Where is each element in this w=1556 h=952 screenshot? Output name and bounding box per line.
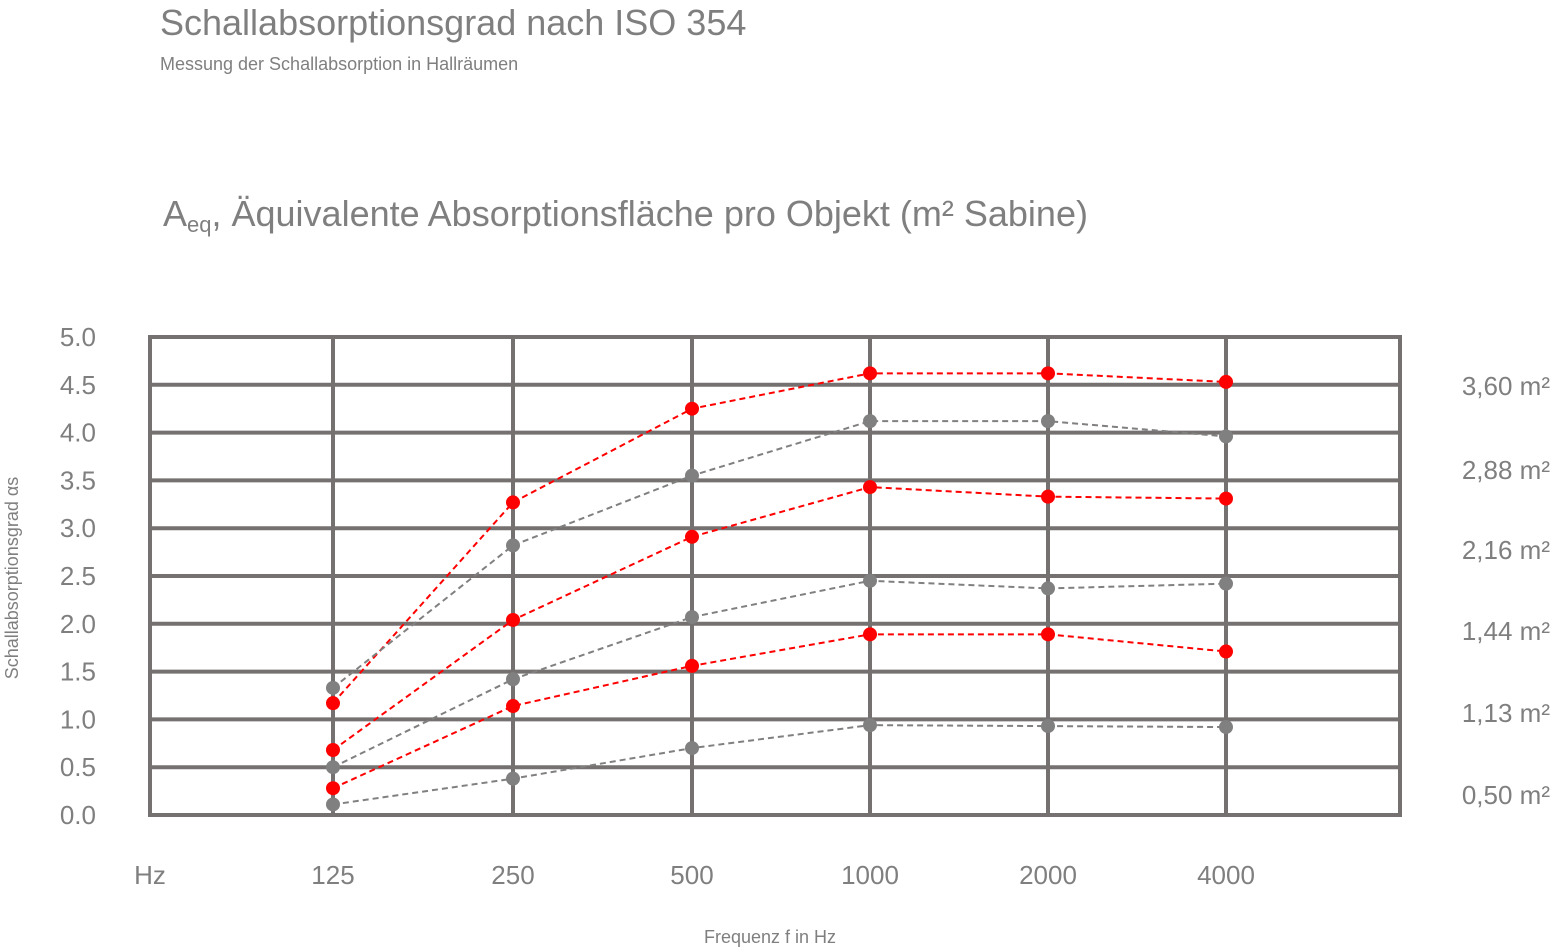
data-point [1041,627,1055,642]
x-tick-labels: 125 250 500 1000 2000 4000 [311,860,1255,890]
x-unit-label: Hz [134,860,166,890]
x-tick-label: 4000 [1197,860,1255,890]
y-tick-label: 1.0 [60,704,96,734]
series-3 [326,573,1233,775]
x-tick-label: 500 [670,860,713,890]
y-tick-label: 0.0 [60,800,96,830]
data-point [1219,374,1233,389]
area-labels: 3,60 m² 2,88 m² 2,16 m² 1,44 m² 1,13 m² 0,50 … [1462,371,1550,810]
data-point [506,538,520,553]
data-point [506,699,520,714]
data-point [685,741,699,756]
data-point [1219,429,1233,444]
data-point [1219,491,1233,506]
data-point [506,672,520,687]
y-tick-label: 0.5 [60,752,96,782]
data-point [685,401,699,416]
data-point [863,627,877,642]
series-line [332,724,1227,806]
y-axis-title: Schallabsorptionsgrad αs [2,477,22,680]
y-tick-label: 2.5 [60,561,96,591]
series-line [332,420,1227,689]
series-0 [326,366,1233,711]
series-line [332,372,1227,704]
data-point [1219,644,1233,659]
data-point [326,696,340,711]
data-point [1041,719,1055,734]
data-point [1041,366,1055,381]
y-tick-label: 3.0 [60,513,96,543]
heading-prefix: A [163,193,188,234]
area-label: 3,60 m² [1462,371,1550,401]
data-point [1219,576,1233,591]
area-label: 0,50 m² [1462,780,1550,810]
y-tick-label: 4.5 [60,370,96,400]
y-tick-label: 3.5 [60,465,96,495]
series-1 [326,414,1233,695]
series-4 [326,627,1233,796]
y-tick-label: 2.0 [60,609,96,639]
area-label: 1,44 m² [1462,616,1550,646]
chart-series [326,366,1233,812]
data-point [1219,720,1233,735]
data-point [506,495,520,510]
series-line [332,579,1227,769]
x-tick-label: 125 [311,860,354,890]
data-point [685,468,699,483]
data-point [863,480,877,495]
data-point [326,760,340,775]
data-point [326,742,340,757]
x-tick-label: 250 [491,860,534,890]
data-point [685,529,699,544]
x-axis-title: Frequenz f in Hz [704,927,836,947]
data-point [863,414,877,429]
series-2 [326,480,1233,757]
data-point [326,797,340,812]
data-point [326,781,340,796]
heading-subscript: eq [187,212,212,237]
y-tick-labels: 0.0 0.5 1.0 1.5 2.0 2.5 3.0 3.5 4.0 4.5 5.0 [60,322,96,830]
area-label: 2,16 m² [1462,535,1550,565]
data-point [1041,581,1055,596]
y-tick-label: 1.5 [60,657,96,687]
data-point [506,771,520,786]
data-point [863,718,877,733]
data-point [685,610,699,625]
area-label: 1,13 m² [1462,698,1550,728]
data-point [1041,489,1055,504]
y-tick-label: 4.0 [60,418,96,448]
data-point [863,366,877,381]
series-5 [326,718,1233,812]
y-tick-label: 5.0 [60,322,96,352]
chart-subtitle: Messung der Schallabsorption in Hallräum… [160,54,519,74]
series-line [332,486,1227,751]
data-point [1041,414,1055,429]
data-point [685,658,699,673]
x-tick-label: 1000 [841,860,899,890]
heading-rest: , Äquivalente Absorptionsfläche pro Obje… [211,193,1088,234]
data-point [506,612,520,627]
area-label: 2,88 m² [1462,455,1550,485]
data-point [326,680,340,695]
data-point [863,573,877,588]
series-line [332,633,1227,790]
chart-heading: Aeq, Äquivalente Absorptionsfläche pro O… [163,193,1088,238]
chart-title: Schallabsorptionsgrad nach ISO 354 [160,2,747,43]
x-tick-label: 2000 [1019,860,1077,890]
